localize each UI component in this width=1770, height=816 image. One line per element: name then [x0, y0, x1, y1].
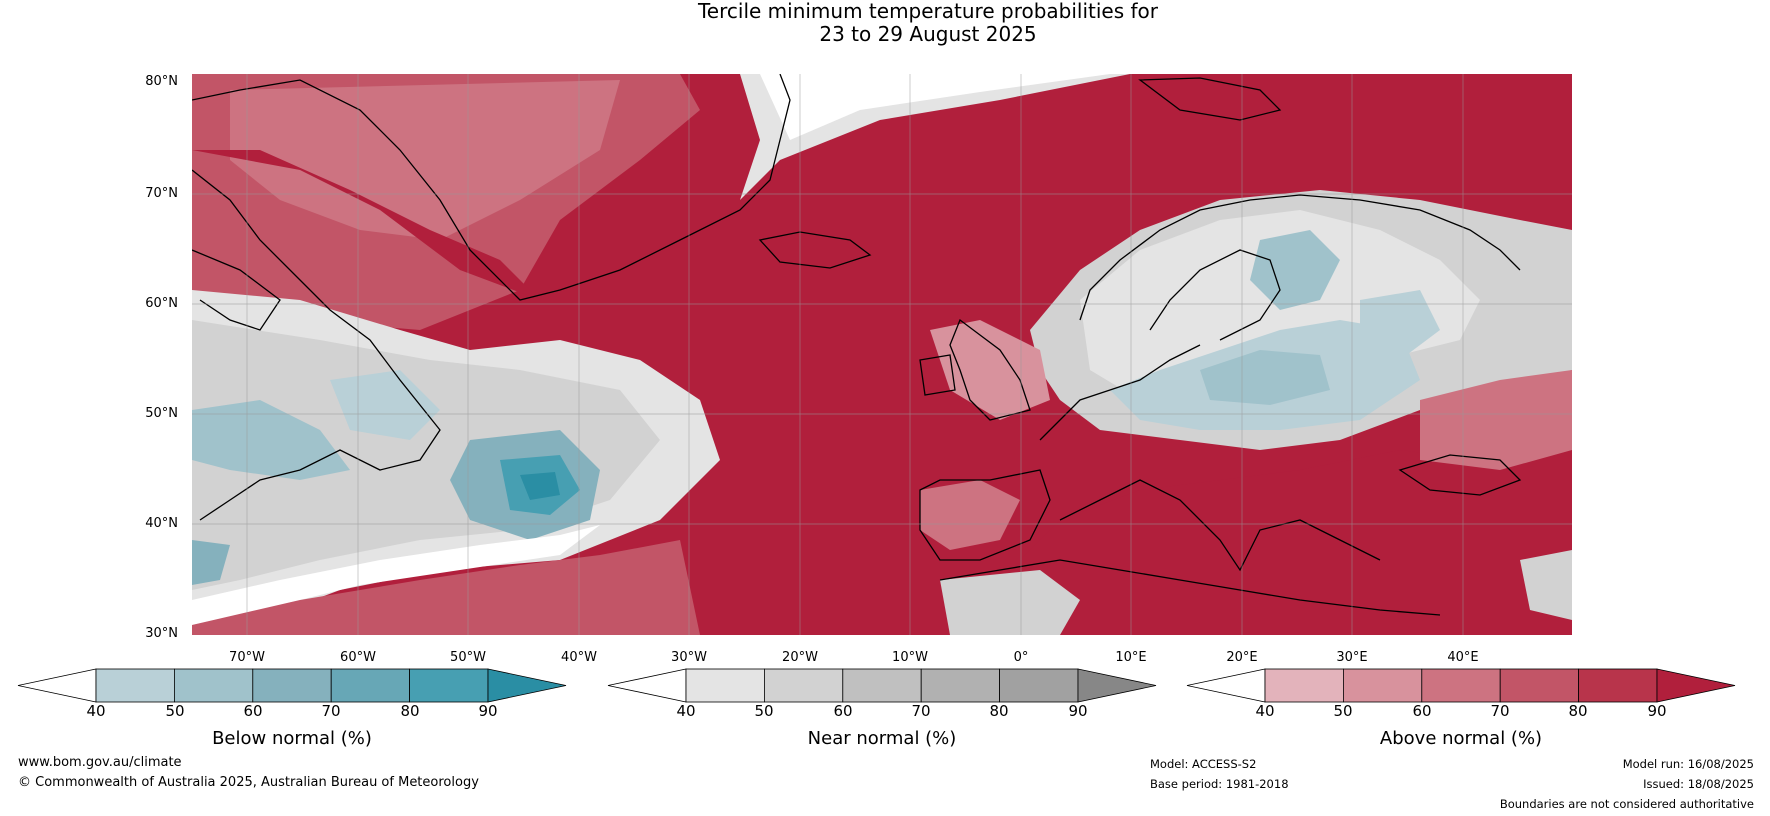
near-segment	[999, 668, 1079, 703]
below-tick: 60	[243, 702, 263, 720]
website-link[interactable]: www.bom.gov.au/climate	[18, 755, 182, 770]
below-tick: 50	[165, 702, 185, 720]
title-line-1: Tercile minimum temperature probabilitie…	[697, 0, 1159, 23]
near-tick: 40	[676, 702, 696, 720]
below-tick: 70	[321, 702, 341, 720]
lon-label-70w: 70°W	[229, 650, 265, 665]
above-normal-colorbar	[1186, 668, 1736, 703]
near-min-extension	[607, 668, 687, 703]
lat-label-40n: 40°N	[145, 516, 178, 531]
above-segment	[1499, 668, 1579, 703]
near-tick: 50	[754, 702, 774, 720]
below-normal-colorbar	[17, 668, 567, 703]
below-segment	[252, 668, 332, 703]
below-normal-label: Below normal (%)	[212, 728, 372, 749]
near-tick: 60	[833, 702, 853, 720]
above-tick: 70	[1490, 702, 1510, 720]
near-normal-colorbar	[607, 668, 1157, 703]
issued-date: Issued: 18/08/2025	[1643, 777, 1754, 791]
model-name: Model: ACCESS-S2	[1150, 757, 1257, 771]
above-segment	[1264, 668, 1344, 703]
lon-label-30w: 30°W	[671, 650, 707, 665]
lat-label-80n: 80°N	[145, 74, 178, 89]
lat-label-60n: 60°N	[145, 296, 178, 311]
above-segment	[1343, 668, 1423, 703]
disclaimer: Boundaries are not considered authoritat…	[1499, 797, 1754, 811]
lon-label-40w: 40°W	[561, 650, 597, 665]
graticule	[192, 74, 1572, 635]
map-title: Tercile minimum temperature probabilitie…	[0, 0, 1770, 46]
above-max-extension	[1656, 668, 1736, 703]
near-normal-label: Near normal (%)	[807, 728, 957, 749]
below-min-extension	[17, 668, 97, 703]
base-period: Base period: 1981-2018	[1150, 777, 1289, 791]
above-segment	[1578, 668, 1658, 703]
below-segment	[95, 668, 175, 703]
near-tick: 70	[911, 702, 931, 720]
lat-label-50n: 50°N	[145, 406, 178, 421]
above-min-extension	[1186, 668, 1266, 703]
near-segment	[842, 668, 922, 703]
above-tick: 50	[1333, 702, 1353, 720]
below-tick: 90	[478, 702, 498, 720]
below-segment	[409, 668, 489, 703]
lat-label-30n: 30°N	[145, 626, 178, 641]
above-tick: 40	[1255, 702, 1275, 720]
near-max-extension	[1077, 668, 1157, 703]
copyright: © Commonwealth of Australia 2025, Austra…	[18, 775, 479, 790]
probability-field	[192, 74, 1572, 635]
near-segment	[920, 668, 1001, 703]
near-segment	[764, 668, 844, 703]
below-max-extension	[487, 668, 567, 703]
above-tick: 80	[1568, 702, 1588, 720]
lon-label-20w: 20°W	[782, 650, 818, 665]
lon-label-10w: 10°W	[892, 650, 928, 665]
above-tick: 60	[1412, 702, 1432, 720]
near-tick: 80	[989, 702, 1009, 720]
lon-label-50w: 50°W	[450, 650, 486, 665]
above-normal-label: Above normal (%)	[1379, 728, 1543, 749]
near-segment	[685, 668, 765, 703]
above-segment	[1421, 668, 1501, 703]
coastlines	[192, 74, 1522, 616]
lon-label-0: 0°	[1013, 650, 1029, 665]
below-tick: 40	[86, 702, 106, 720]
title-line-2: 23 to 29 August 2025	[819, 22, 1037, 46]
below-segment	[173, 668, 254, 703]
lat-label-70n: 70°N	[145, 186, 178, 201]
lon-label-60w: 60°W	[340, 650, 376, 665]
lon-label-20e: 20°E	[1226, 650, 1258, 665]
lon-label-10e: 10°E	[1115, 650, 1147, 665]
above-tick: 90	[1647, 702, 1667, 720]
below-tick: 80	[400, 702, 420, 720]
model-run: Model run: 16/08/2025	[1622, 757, 1754, 771]
lon-label-40e: 40°E	[1447, 650, 1479, 665]
below-segment	[330, 668, 411, 703]
near-tick: 90	[1068, 702, 1088, 720]
lon-label-30e: 30°E	[1336, 650, 1368, 665]
